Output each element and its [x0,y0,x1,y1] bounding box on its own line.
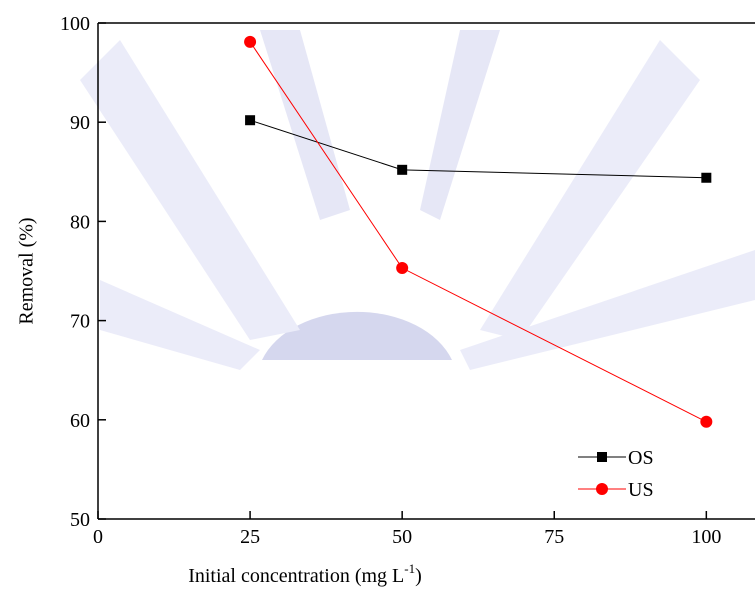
x-axis-label: Initial concentration (mg L-1) [188,561,422,587]
data-point [245,115,256,126]
x-tick-label: 75 [544,526,564,548]
x-axis-label-end: ) [415,565,422,587]
legend-marker [597,452,607,462]
y-tick-label: 70 [70,311,90,333]
legend-label: US [628,479,654,501]
data-point [700,415,713,428]
data-point [397,164,408,175]
y-tick-label: 100 [60,13,90,35]
x-axis-label-main: Initial concentration (mg L [188,565,404,587]
x-tick-label: 25 [240,526,260,548]
data-point [244,35,257,48]
y-tick-label: 50 [70,509,90,531]
data-point [396,262,409,275]
x-tick-label: 0 [93,526,103,548]
x-axis-label-sup: -1 [404,561,415,576]
data-point [701,172,712,183]
x-tick-label: 50 [392,526,412,548]
watermark [80,30,755,370]
x-tick-label: 100 [691,526,721,548]
y-tick-label: 60 [70,410,90,432]
y-tick-label: 90 [70,112,90,134]
legend-label: OS [628,447,654,469]
y-tick-label: 80 [70,211,90,233]
legend-marker [596,483,608,495]
y-axis-label: Removal (%) [16,217,38,324]
